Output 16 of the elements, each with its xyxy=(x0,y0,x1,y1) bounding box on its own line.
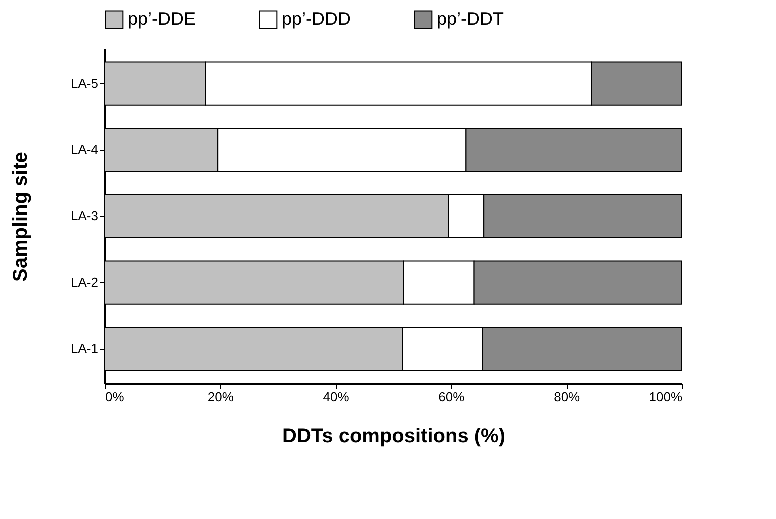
legend-label: pp’-DDD xyxy=(282,8,352,29)
x-tick-label: 60% xyxy=(438,390,466,404)
x-tick-label: 40% xyxy=(323,390,350,404)
y-tick-label: LA-2 xyxy=(71,274,98,290)
x-tick-label: 20% xyxy=(208,390,234,404)
x-tick-label: 80% xyxy=(554,390,581,404)
y-tick-label: LA-5 xyxy=(71,76,98,91)
x-axis-title: DDTs compositions (%) xyxy=(282,426,506,448)
legend-label: pp’-DDE xyxy=(128,8,196,29)
y-tick-label: LA-4 xyxy=(71,142,98,158)
legend-label: pp’-DDT xyxy=(437,8,504,29)
y-axis-title: Sampling site xyxy=(10,152,32,282)
x-tick-label: 100% xyxy=(649,390,683,404)
y-tick-label: LA-1 xyxy=(71,341,98,356)
x-tick-label: 0% xyxy=(106,390,125,404)
y-tick-label: LA-3 xyxy=(71,208,98,224)
